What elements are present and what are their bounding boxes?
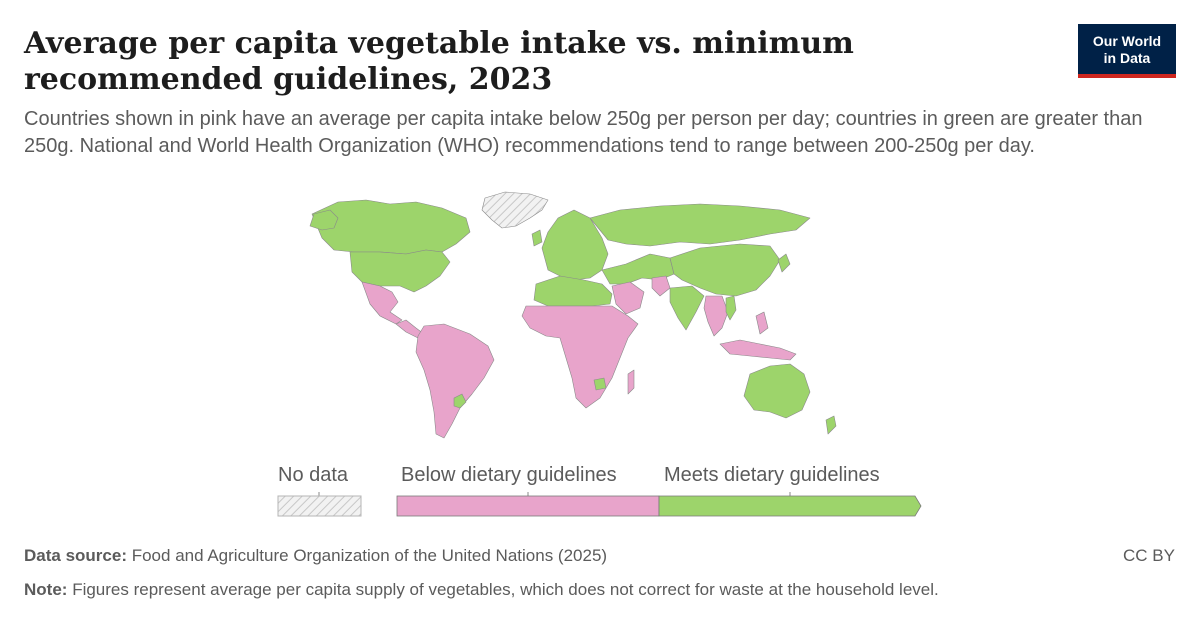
region-philippines[interactable] bbox=[755, 311, 769, 335]
region-indonesia[interactable] bbox=[719, 339, 797, 361]
footer-note: Note: Figures represent average per capi… bbox=[24, 580, 939, 600]
legend-swatch-no-data bbox=[277, 495, 362, 517]
legend-label-no-data: No data bbox=[278, 464, 349, 486]
region-japan[interactable] bbox=[777, 253, 791, 273]
chart-subtitle: Countries shown in pink have an average … bbox=[24, 108, 1143, 157]
region-southeast-asia[interactable] bbox=[703, 295, 729, 337]
region-new-zealand[interactable] bbox=[825, 415, 837, 435]
region-russia[interactable] bbox=[589, 203, 811, 247]
legend-label-below: Below dietary guidelines bbox=[401, 464, 617, 486]
region-madagascar[interactable] bbox=[627, 369, 635, 395]
footer-source: Data source: Food and Agriculture Organi… bbox=[24, 546, 607, 566]
region-mexico[interactable] bbox=[361, 281, 403, 325]
region-north-africa[interactable] bbox=[533, 275, 613, 307]
note-text: Figures represent average per capita sup… bbox=[72, 580, 939, 599]
region-china[interactable] bbox=[669, 243, 781, 297]
logo-line-2: in Data bbox=[1103, 50, 1151, 66]
source-link[interactable]: Food and Agriculture Organization of the… bbox=[131, 546, 608, 565]
logo-line-1: Our World bbox=[1092, 33, 1162, 49]
region-canada[interactable] bbox=[311, 199, 471, 255]
region-paraguay[interactable] bbox=[453, 393, 467, 409]
license-link[interactable]: CC BY bbox=[1123, 546, 1175, 565]
region-uk[interactable] bbox=[531, 229, 543, 247]
region-greenland[interactable] bbox=[481, 191, 549, 229]
note-label: Note: bbox=[24, 580, 68, 599]
legend-swatch-below bbox=[396, 495, 660, 517]
region-saudi-arabia[interactable] bbox=[611, 281, 645, 315]
region-australia[interactable] bbox=[743, 363, 811, 419]
world-map[interactable] bbox=[230, 188, 870, 450]
region-pakistan[interactable] bbox=[651, 275, 671, 297]
region-vietnam[interactable] bbox=[725, 295, 737, 321]
region-india[interactable] bbox=[669, 285, 705, 331]
owid-logo[interactable]: Our World in Data bbox=[1078, 24, 1176, 78]
chart-title: Average per capita vegetable intake vs. … bbox=[24, 26, 854, 97]
legend-label-meets: Meets dietary guidelines bbox=[664, 464, 880, 486]
region-sub-saharan-africa[interactable] bbox=[521, 305, 639, 409]
region-south-america[interactable] bbox=[415, 323, 495, 439]
legend-swatch-meets bbox=[658, 495, 922, 517]
region-zimbabwe[interactable] bbox=[593, 377, 607, 391]
region-alaska[interactable] bbox=[309, 209, 339, 231]
source-label: Data source: bbox=[24, 546, 127, 565]
region-middle-east[interactable] bbox=[601, 253, 675, 285]
